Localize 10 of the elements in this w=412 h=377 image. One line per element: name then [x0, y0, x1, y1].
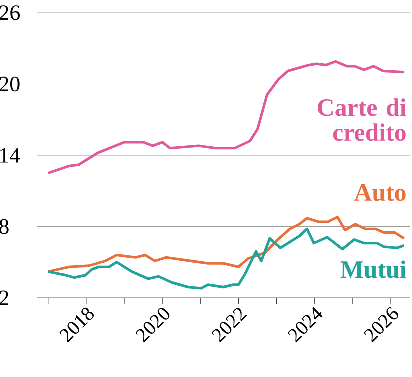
series-label: Carte di credito	[318, 98, 406, 142]
line-series	[47, 228, 406, 290]
y-tick-label: 8	[0, 219, 9, 234]
y-tick-label: 14	[0, 148, 20, 163]
series-label: Mutui	[340, 260, 406, 278]
series-label: Auto	[354, 184, 406, 202]
y-tick-label: 20	[0, 76, 20, 92]
y-tick-label: 2	[0, 290, 8, 306]
line-series	[47, 60, 406, 175]
y-tick-label: 26	[0, 6, 20, 20]
